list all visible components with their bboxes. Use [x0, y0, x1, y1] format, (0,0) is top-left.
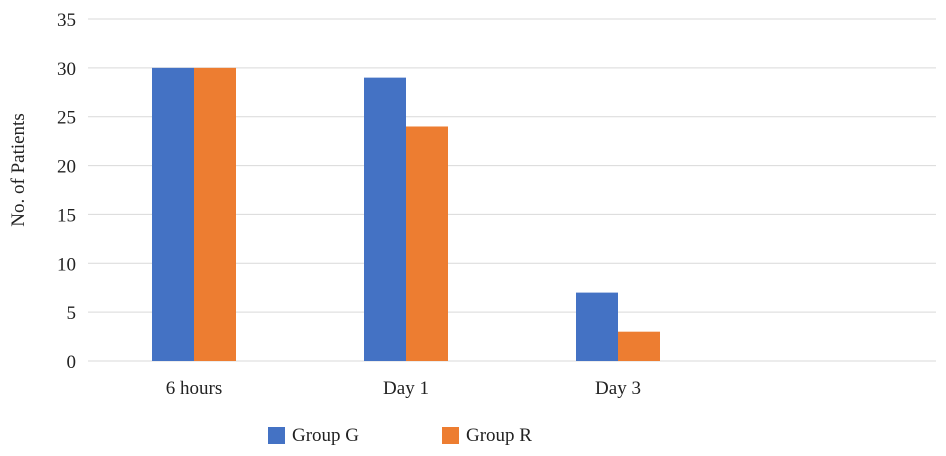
- bar-group-g-2: [576, 292, 618, 361]
- bar-group-r-2: [618, 331, 660, 361]
- y-tick-label: 25: [57, 108, 76, 129]
- bar-group-g-1: [364, 77, 406, 361]
- x-tick-label: Day 3: [595, 378, 641, 399]
- y-axis-ticks: 0 5 10 15 20 25 30 35: [57, 10, 76, 373]
- x-axis-ticks: 6 hours Day 1 Day 3: [166, 378, 641, 399]
- bar-group-g-0: [152, 67, 194, 361]
- y-tick-label: 0: [67, 352, 77, 373]
- bar-group-r-0: [194, 67, 236, 361]
- y-tick-label: 35: [57, 10, 76, 31]
- legend: Group G Group R: [268, 425, 532, 446]
- y-tick-label: 20: [57, 157, 76, 178]
- x-tick-label: 6 hours: [166, 378, 222, 399]
- y-tick-label: 10: [57, 254, 76, 275]
- y-tick-label: 30: [57, 59, 76, 80]
- bars: [152, 67, 660, 361]
- bar-group-r-1: [406, 126, 448, 361]
- legend-label: Group R: [466, 425, 532, 446]
- y-tick-label: 5: [67, 303, 77, 324]
- legend-swatch: [442, 427, 459, 444]
- legend-swatch: [268, 427, 285, 444]
- x-tick-label: Day 1: [383, 378, 429, 399]
- y-axis-label: No. of Patients: [8, 113, 29, 226]
- y-tick-label: 15: [57, 205, 76, 226]
- legend-label: Group G: [292, 425, 359, 446]
